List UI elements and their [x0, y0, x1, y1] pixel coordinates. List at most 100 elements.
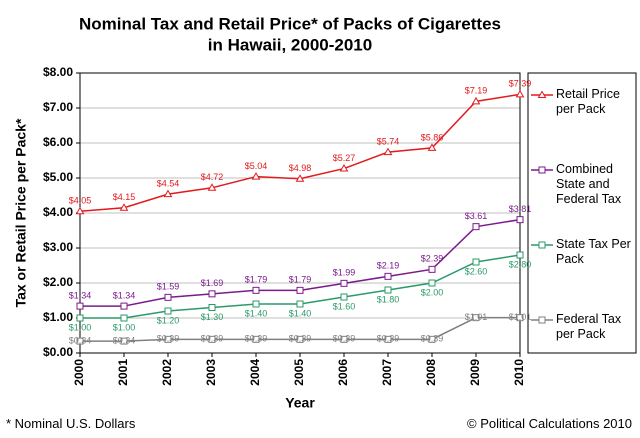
data-label: $1.34 — [113, 290, 136, 300]
data-label: $0.34 — [113, 335, 136, 345]
x-tick-label: 2001 — [116, 359, 130, 386]
data-label: $2.19 — [377, 261, 400, 271]
y-tick-label: $7.00 — [43, 100, 73, 114]
y-tick-label: $1.00 — [43, 310, 73, 324]
point — [120, 302, 128, 310]
data-label: $0.39 — [201, 334, 224, 344]
point — [383, 147, 393, 156]
x-tick-label: 2006 — [336, 359, 350, 386]
point — [164, 307, 172, 315]
point — [428, 279, 436, 287]
data-label: $3.81 — [509, 204, 532, 214]
point — [296, 286, 304, 294]
point — [296, 300, 304, 308]
data-label: $5.27 — [333, 153, 356, 163]
data-label: $1.60 — [333, 301, 356, 311]
x-tick-label: 2004 — [248, 359, 262, 386]
data-label: $1.34 — [69, 290, 92, 300]
data-label: $1.01 — [465, 312, 488, 322]
data-label: $1.40 — [289, 308, 312, 318]
legend-marker — [538, 241, 546, 249]
point — [208, 290, 216, 298]
x-tick-label: 2008 — [424, 359, 438, 386]
y-tick-label: $8.00 — [43, 65, 73, 79]
legend-label: Federal Tax per Pack — [556, 312, 622, 341]
legend-label: State Tax Per Pack — [556, 237, 631, 266]
point — [339, 164, 349, 172]
point — [516, 314, 524, 322]
data-label: $1.79 — [245, 275, 268, 285]
point — [76, 314, 84, 322]
data-label: $1.59 — [157, 282, 180, 292]
point — [251, 172, 261, 180]
point — [472, 223, 480, 231]
point — [164, 293, 172, 301]
point — [384, 272, 392, 280]
point — [427, 143, 437, 151]
legend-label: Combined State and Federal Tax — [556, 162, 622, 206]
y-tick-label: $5.00 — [43, 170, 73, 184]
y-tick-label: $2.00 — [43, 275, 73, 289]
x-tick-label: 2007 — [380, 359, 394, 386]
point — [340, 279, 348, 287]
point — [428, 265, 436, 273]
data-label: $1.69 — [201, 278, 224, 288]
point — [516, 251, 524, 259]
point — [208, 304, 216, 311]
y-tick-label: $4.00 — [43, 205, 73, 219]
data-label: $7.39 — [509, 79, 532, 89]
point — [471, 96, 481, 105]
x-tick-label: 2000 — [72, 359, 86, 386]
legend-marker — [538, 166, 546, 174]
point — [296, 335, 304, 343]
point — [472, 258, 480, 266]
y-tick-label: $0.00 — [43, 345, 73, 359]
data-label: $0.39 — [333, 334, 356, 344]
legend-label: Retail Price per Pack — [556, 87, 620, 116]
data-label: $5.04 — [245, 161, 268, 171]
x-tick-label: 2005 — [292, 359, 306, 386]
data-label: $2.39 — [421, 254, 444, 264]
point — [76, 337, 84, 345]
point — [340, 335, 348, 343]
data-label: $2.00 — [421, 287, 444, 297]
point — [384, 335, 392, 343]
legend-marker — [538, 316, 546, 324]
legend-marker — [537, 90, 547, 98]
x-tick-label: 2002 — [160, 359, 174, 386]
data-label: $4.05 — [69, 196, 92, 206]
y-axis-label: Tax or Retail Price per Pack* — [13, 118, 29, 307]
point — [164, 335, 172, 343]
point — [384, 286, 392, 294]
data-label: $4.72 — [201, 172, 224, 182]
data-label: $0.39 — [377, 334, 400, 344]
data-label: $1.00 — [113, 322, 136, 332]
credit: © Political Calculations 2010 — [467, 416, 632, 431]
x-axis-label: Year — [285, 395, 315, 411]
chart-title: in Hawaii, 2000-2010 — [208, 35, 372, 54]
point — [207, 183, 217, 191]
data-label: $3.61 — [465, 211, 488, 221]
point — [119, 203, 129, 211]
point — [340, 293, 348, 301]
data-label: $0.39 — [421, 334, 444, 344]
data-label: $5.74 — [377, 136, 400, 146]
point — [120, 337, 128, 345]
point — [472, 314, 480, 322]
data-label: $1.80 — [377, 294, 400, 304]
data-label: $5.86 — [421, 132, 444, 142]
data-label: $4.15 — [113, 192, 136, 202]
x-tick-label: 2003 — [204, 359, 218, 386]
data-label: $0.34 — [69, 335, 92, 345]
x-tick-label: 2009 — [468, 359, 482, 386]
point — [252, 335, 260, 343]
point — [75, 206, 85, 215]
point — [516, 216, 524, 224]
data-label: $1.00 — [69, 322, 92, 332]
data-label: $1.30 — [201, 312, 224, 322]
data-label: $1.99 — [333, 268, 356, 278]
point — [295, 174, 305, 182]
chart-title: Nominal Tax and Retail Price* of Packs o… — [79, 14, 501, 33]
